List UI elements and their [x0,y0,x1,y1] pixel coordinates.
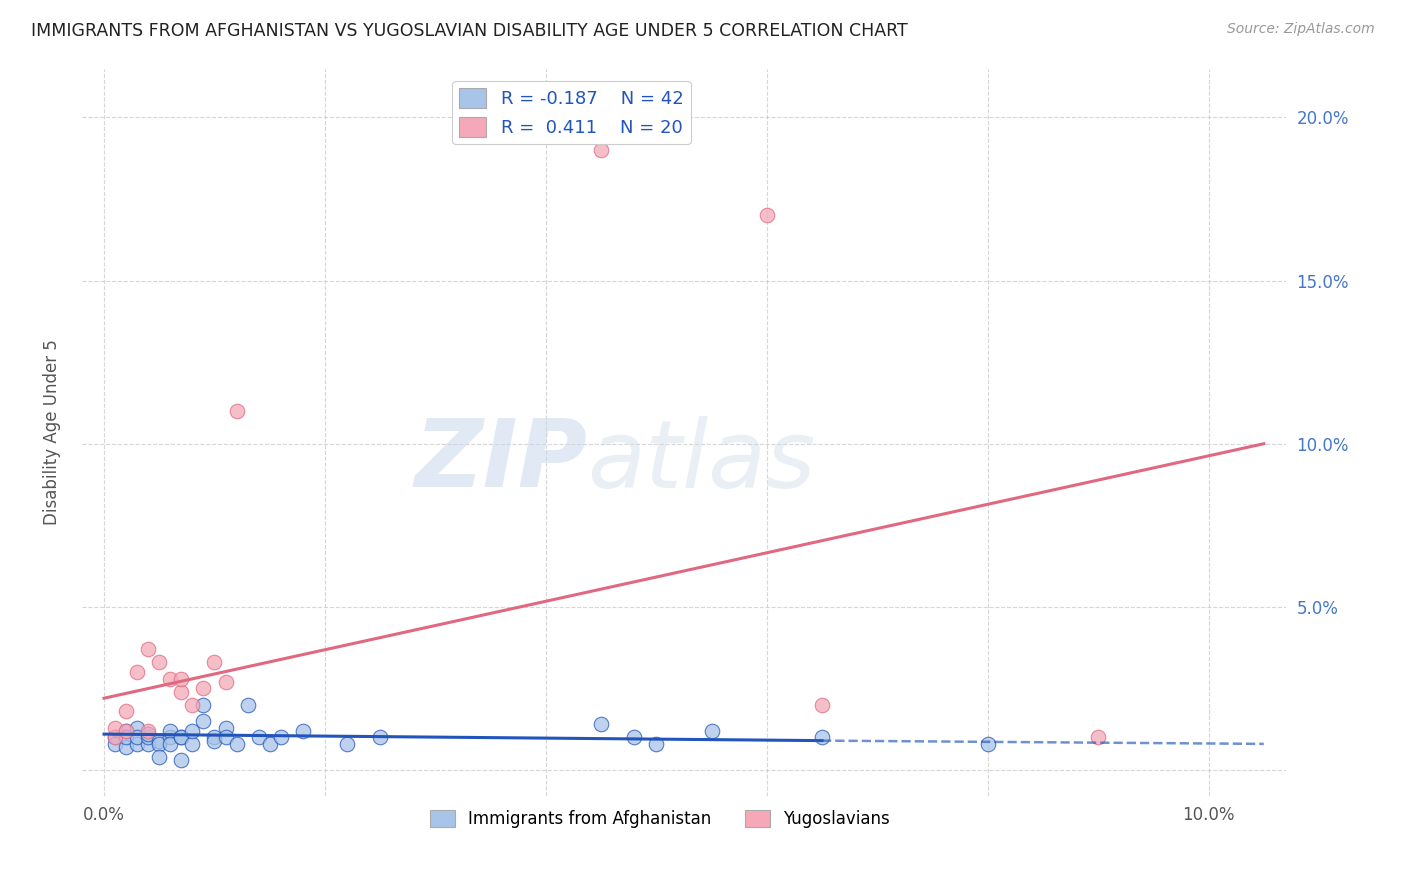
Point [115,723,138,738]
Point [270,731,292,745]
Point [136,737,159,751]
Point [204,733,226,747]
Text: atlas: atlas [588,416,815,507]
Point [159,723,181,738]
Point [115,731,138,745]
Point [136,731,159,745]
Point [645,737,668,751]
Point [104,737,127,751]
Point [170,672,193,686]
Point [193,698,215,712]
Point [136,642,159,657]
Point [127,731,149,745]
Point [225,737,247,751]
Point [170,684,193,698]
Text: IMMIGRANTS FROM AFGHANISTAN VS YUGOSLAVIAN DISABILITY AGE UNDER 5 CORRELATION CH: IMMIGRANTS FROM AFGHANISTAN VS YUGOSLAVI… [31,22,908,40]
Point [236,698,259,712]
Point [136,727,159,741]
Point [170,753,193,767]
Point [193,681,215,696]
Point [336,737,359,751]
Point [700,723,723,738]
Point [148,750,170,764]
Point [159,731,181,745]
Point [127,737,149,751]
Point [181,723,204,738]
Point [1087,731,1109,745]
Text: ZIP: ZIP [415,416,588,508]
Point [104,721,127,735]
Y-axis label: Disability Age Under 5: Disability Age Under 5 [44,339,60,525]
Point [247,731,270,745]
Point [170,731,193,745]
Point [170,731,193,745]
Text: Source: ZipAtlas.com: Source: ZipAtlas.com [1227,22,1375,37]
Point [159,672,181,686]
Point [115,740,138,755]
Point [204,656,226,670]
Point [148,733,170,747]
Point [259,737,281,751]
Legend: Immigrants from Afghanistan, Yugoslavians: Immigrants from Afghanistan, Yugoslavian… [423,804,897,835]
Point [291,723,314,738]
Point [368,731,391,745]
Point [755,208,778,222]
Point [204,731,226,745]
Point [127,721,149,735]
Point [193,714,215,728]
Point [104,731,127,745]
Point [214,721,236,735]
Point [127,665,149,679]
Point [214,731,236,745]
Point [811,731,834,745]
Point [115,704,138,718]
Point [181,698,204,712]
Point [159,737,181,751]
Point [148,656,170,670]
Point [811,698,834,712]
Point [225,404,247,418]
Point [976,737,998,751]
Point [148,737,170,751]
Point [214,674,236,689]
Point [591,143,613,157]
Point [591,717,613,731]
Point [136,723,159,738]
Point [115,723,138,738]
Point [623,731,645,745]
Point [104,731,127,745]
Point [181,737,204,751]
